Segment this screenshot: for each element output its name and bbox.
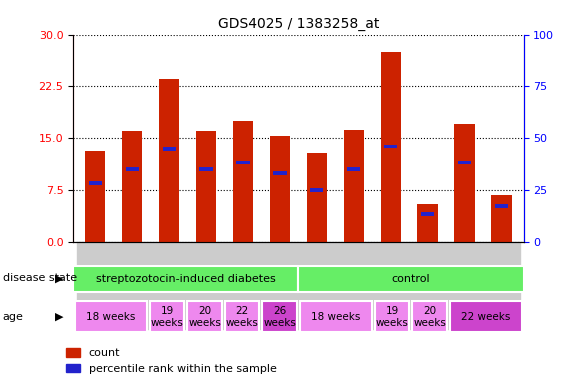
Bar <box>233 121 253 242</box>
Bar <box>446 242 483 329</box>
Bar <box>381 52 401 242</box>
Text: 19
weeks: 19 weeks <box>150 306 184 328</box>
Text: 22
weeks: 22 weeks <box>226 306 258 328</box>
Bar <box>450 301 522 332</box>
Text: disease state: disease state <box>3 273 77 283</box>
Text: 20
weeks: 20 weeks <box>188 306 221 328</box>
Bar <box>236 161 249 164</box>
Bar <box>225 301 260 332</box>
Bar <box>126 167 139 171</box>
Bar <box>310 188 324 192</box>
Bar <box>454 124 475 242</box>
Text: ▶: ▶ <box>55 273 64 283</box>
Title: GDS4025 / 1383258_at: GDS4025 / 1383258_at <box>218 17 379 31</box>
Text: age: age <box>3 312 24 322</box>
Bar <box>298 242 336 329</box>
Bar <box>495 204 508 208</box>
Text: 19
weeks: 19 weeks <box>376 306 409 328</box>
Bar <box>372 242 409 329</box>
Legend: count, percentile rank within the sample: count, percentile rank within the sample <box>62 344 281 379</box>
Bar <box>73 266 298 292</box>
Bar <box>375 301 409 332</box>
Bar <box>300 301 372 332</box>
Bar <box>343 130 364 242</box>
Bar <box>417 204 438 242</box>
Bar <box>75 301 147 332</box>
Bar <box>270 136 290 242</box>
Bar <box>421 212 434 216</box>
Bar <box>114 242 151 329</box>
Bar <box>225 242 261 329</box>
Text: 18 weeks: 18 weeks <box>86 312 136 322</box>
Text: 20
weeks: 20 weeks <box>413 306 446 328</box>
Bar <box>261 242 298 329</box>
Bar <box>413 301 447 332</box>
Bar <box>347 167 360 171</box>
Bar <box>187 301 222 332</box>
Bar <box>491 195 512 242</box>
Bar <box>163 147 176 151</box>
Bar <box>409 242 446 329</box>
Bar <box>199 167 213 171</box>
Text: control: control <box>392 274 430 285</box>
Bar <box>77 242 114 329</box>
Text: 26
weeks: 26 weeks <box>263 306 296 328</box>
Bar <box>85 151 105 242</box>
Bar <box>89 181 102 185</box>
Bar <box>336 242 372 329</box>
Bar <box>159 79 180 242</box>
Bar <box>307 154 327 242</box>
Bar <box>458 161 471 164</box>
Bar <box>273 171 287 175</box>
Text: 18 weeks: 18 weeks <box>311 312 361 322</box>
Bar <box>122 131 142 242</box>
Bar <box>187 242 225 329</box>
Bar <box>384 145 397 149</box>
Text: ▶: ▶ <box>55 312 64 322</box>
Bar <box>262 301 297 332</box>
Bar <box>150 301 184 332</box>
Bar <box>151 242 187 329</box>
Bar <box>483 242 520 329</box>
Text: streptozotocin-induced diabetes: streptozotocin-induced diabetes <box>96 274 276 285</box>
Bar <box>196 131 216 242</box>
Bar <box>298 266 524 292</box>
Text: 22 weeks: 22 weeks <box>461 312 511 322</box>
